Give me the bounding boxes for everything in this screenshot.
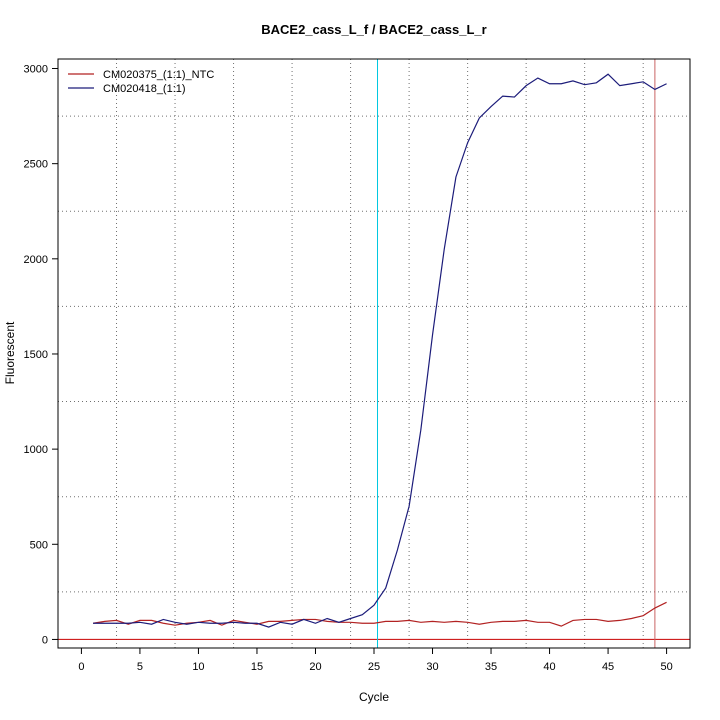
legend-label: CM020375_(1:1)_NTC bbox=[103, 69, 214, 81]
x-tick-label: 10 bbox=[192, 661, 204, 673]
x-tick-label: 15 bbox=[251, 661, 263, 673]
grid bbox=[58, 59, 690, 648]
series-line-1 bbox=[93, 601, 667, 627]
y-axis: 0 500 1000 1500 2000 2500 3000 bbox=[24, 64, 58, 646]
plot-frame bbox=[57, 58, 691, 649]
x-tick-label: 50 bbox=[660, 661, 672, 673]
x-tick-label: 0 bbox=[78, 661, 84, 673]
y-tick-label: 0 bbox=[42, 634, 48, 646]
x-tick-label: 45 bbox=[602, 661, 614, 673]
legend-label: CM020418_(1:1) bbox=[103, 83, 186, 95]
y-tick-label: 500 bbox=[30, 539, 48, 551]
y-tick-label: 3000 bbox=[24, 64, 48, 76]
x-tick-label: 35 bbox=[485, 661, 497, 673]
x-tick-label: 40 bbox=[543, 661, 555, 673]
chart-title: BACE2_cass_L_f / BACE2_cass_L_r bbox=[261, 22, 486, 37]
series-line-2 bbox=[93, 73, 667, 628]
x-tick-label: 25 bbox=[368, 661, 380, 673]
x-tick-label: 5 bbox=[137, 661, 143, 673]
y-tick-label: 2000 bbox=[24, 254, 48, 266]
y-tick-label: 2500 bbox=[24, 159, 48, 171]
x-tick-label: 30 bbox=[426, 661, 438, 673]
x-axis-label: Cycle bbox=[359, 690, 389, 704]
x-axis: 0 5 10 15 20 25 30 35 40 45 50 bbox=[78, 648, 673, 673]
x-tick-label: 20 bbox=[309, 661, 321, 673]
legend: CM020375_(1:1)_NTC CM020418_(1:1) bbox=[68, 69, 214, 95]
y-axis-label: Fluorescent bbox=[3, 321, 17, 384]
y-tick-label: 1000 bbox=[24, 444, 48, 456]
y-tick-label: 1500 bbox=[24, 349, 48, 361]
series-group bbox=[93, 73, 667, 628]
reference-lines bbox=[58, 59, 690, 648]
